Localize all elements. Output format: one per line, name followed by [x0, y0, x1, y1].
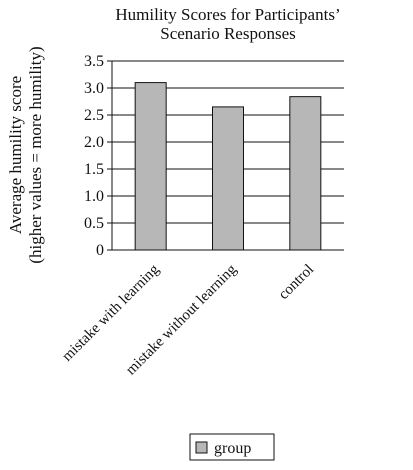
y-tick-label-6: 3.0	[84, 80, 104, 97]
bar-0	[134, 82, 167, 251]
y-tick-label-1: 0.5	[84, 215, 104, 232]
chart-title-line-2: Scenario Responses	[160, 24, 296, 43]
y-axis-label-line-2: (higher values = more humility)	[26, 46, 45, 263]
y-tick-label-5: 2.5	[84, 107, 104, 124]
legend: group	[189, 433, 275, 461]
legend-swatch	[195, 441, 208, 454]
bar-1	[212, 106, 244, 251]
bar-2	[289, 96, 322, 251]
y-tick-label-3: 1.5	[84, 161, 104, 178]
y-tick-label-4: 2.0	[84, 134, 104, 151]
chart-title-line-1: Humility Scores for Participants’	[115, 5, 340, 24]
y-tick-label-0: 0	[96, 242, 104, 259]
legend-label: group	[214, 440, 251, 457]
y-tick-label-7: 3.5	[84, 53, 104, 70]
y-axis-label-line-1: Average humility score	[6, 76, 25, 234]
x-tick-label-2: control	[276, 262, 317, 303]
y-tick-label-2: 1.0	[84, 188, 104, 205]
